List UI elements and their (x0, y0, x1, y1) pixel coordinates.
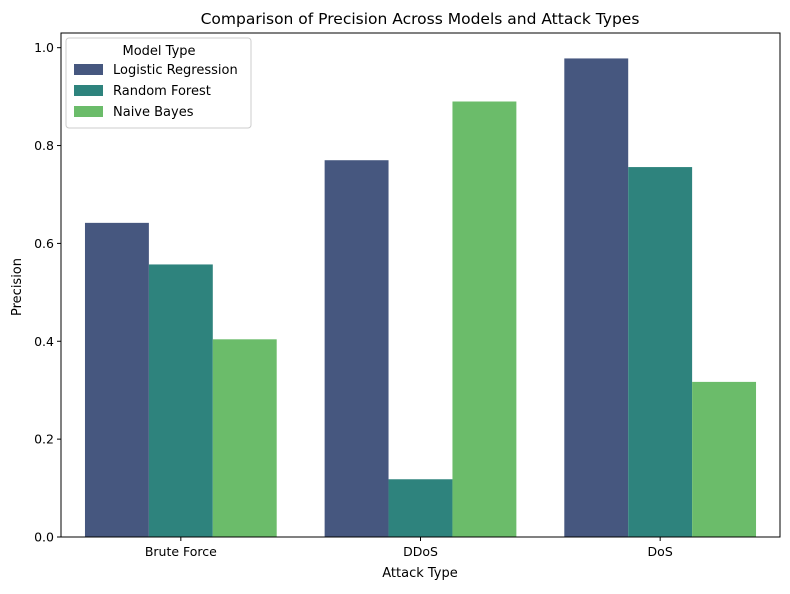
legend-label: Random Forest (113, 84, 211, 99)
bar-logistic-regression-dos (564, 58, 629, 537)
bar-random-forest-ddos (388, 479, 453, 537)
bar-logistic-regression-brute-force (84, 222, 149, 538)
y-tick-label: 1.0 (34, 40, 54, 55)
legend-label: Logistic Regression (113, 63, 238, 78)
bars-layer (84, 58, 757, 538)
y-tick-label: 0.0 (34, 530, 54, 545)
x-tick-label: DoS (648, 544, 673, 559)
bar-random-forest-brute-force (148, 264, 213, 537)
legend-title: Model Type (122, 44, 195, 59)
x-tick-label: DDoS (403, 544, 438, 559)
bar-naive-bayes-ddos (452, 101, 517, 537)
y-axis-label: Precision (10, 258, 25, 316)
legend-swatch (74, 64, 103, 75)
chart-title: Comparison of Precision Across Models an… (201, 10, 640, 28)
y-tick-label: 0.4 (34, 334, 54, 349)
bar-logistic-regression-ddos (324, 160, 389, 537)
legend-swatch (74, 106, 103, 117)
bar-naive-bayes-dos (692, 381, 757, 537)
x-axis-label: Attack Type (382, 566, 458, 581)
x-tick-label: Brute Force (145, 544, 217, 559)
y-tick-label: 0.8 (34, 138, 54, 153)
legend: Model Type Logistic Regression Random For… (65, 37, 252, 129)
legend-swatch (74, 85, 103, 96)
y-tick-label: 0.2 (34, 432, 54, 447)
legend-frame (65, 37, 252, 129)
bar-random-forest-dos (628, 167, 693, 537)
legend-items: Logistic Regression Random Forest Naive Ba… (74, 63, 238, 120)
bar-naive-bayes-brute-force (212, 339, 277, 537)
legend-label: Naive Bayes (113, 105, 194, 120)
axes-layer: 0.0 0.2 0.4 0.6 0.8 1.0 Brute Force DDoS DoS (34, 32, 781, 559)
y-tick-label: 0.6 (34, 236, 54, 251)
